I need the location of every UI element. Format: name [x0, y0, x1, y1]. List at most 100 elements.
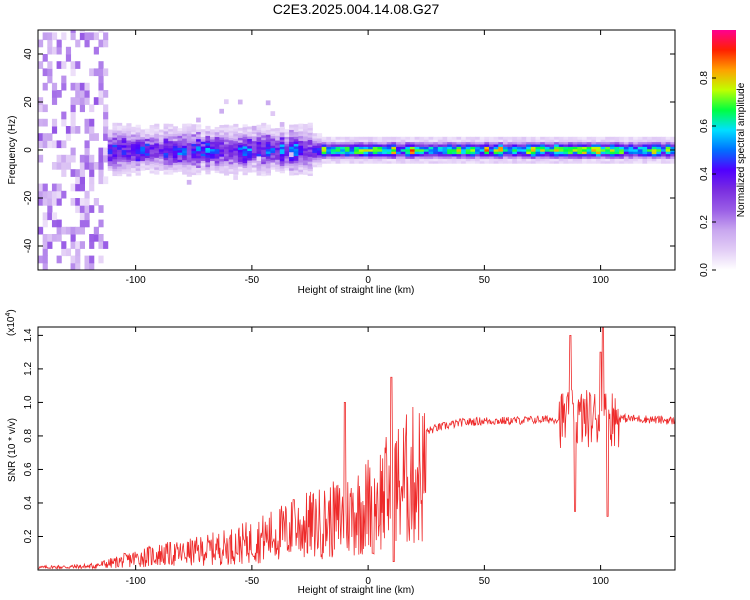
spectrogram-cell [344, 151, 351, 155]
spectrogram-cell [414, 141, 420, 145]
spectrogram-cell [117, 149, 123, 153]
spectrogram-cell [270, 152, 276, 156]
spectrogram-cell [623, 160, 630, 164]
chart-title: C2E3.2025.004.14.08.G27 [273, 1, 440, 17]
spectrogram-cell [93, 162, 99, 170]
spectrogram-cell [93, 198, 99, 206]
spectrogram-cell [38, 97, 44, 105]
spectrogram-cell [665, 156, 671, 159]
spectrogram-cell [89, 68, 95, 77]
spectrogram-cell [614, 148, 620, 152]
spectrogram-cell [335, 144, 341, 147]
spectrogram-cell [400, 156, 406, 159]
spectrogram-cell [117, 139, 123, 143]
spectrogram-cell [442, 141, 448, 145]
spectrogram-y-tick-label: -40 [23, 238, 34, 253]
spectrogram-cell [335, 156, 341, 159]
spectrogram-cell [275, 166, 281, 170]
spectrogram-cell [163, 138, 169, 141]
spectrogram-cell [502, 156, 509, 159]
spectrogram-cell [65, 126, 72, 134]
spectrogram-cell [117, 146, 123, 150]
spectrogram-cell [535, 141, 541, 145]
spectrogram-cell [475, 139, 481, 143]
spectrogram-cell [326, 144, 332, 147]
spectrogram-cell [149, 129, 155, 133]
spectrogram-cell [275, 156, 281, 160]
spectrogram-cell [489, 158, 495, 162]
spectrogram-cell [363, 148, 369, 152]
spectrogram-cell [186, 140, 192, 144]
spectrogram-cell [289, 134, 295, 138]
spectrogram-cell [651, 144, 657, 147]
snr-x-tick-label: -50 [245, 576, 260, 587]
spectrogram-cell [275, 168, 281, 172]
spectrogram-cell [665, 136, 671, 140]
spectrogram-cell [298, 142, 304, 146]
spectrogram-cell [154, 164, 160, 168]
spectrogram-cell [396, 141, 402, 145]
spectrogram-cell [38, 140, 44, 149]
spectrogram-cell [51, 198, 58, 206]
spectrogram-cell [223, 151, 230, 154]
spectrogram-cell [433, 156, 439, 159]
spectrogram-cell [289, 129, 295, 133]
spectrogram-cell [279, 127, 285, 131]
spectrogram-cell [484, 144, 490, 147]
spectrogram-cell [117, 163, 123, 167]
spectrogram-cell [284, 134, 290, 137]
spectrogram-cell [182, 157, 188, 161]
spectrogram-cell [265, 143, 271, 147]
spectrogram-cell [526, 141, 532, 145]
spectrogram-cell [135, 141, 141, 145]
spectrogram-cell [591, 141, 597, 145]
spectrogram-cell [651, 151, 657, 155]
spectrogram-cell [251, 167, 258, 170]
spectrogram-cell [121, 144, 127, 148]
spectrogram-cell [670, 139, 675, 143]
spectrogram-cell [79, 162, 85, 170]
spectrogram-cell [75, 198, 81, 206]
spectrogram-cell [423, 158, 430, 162]
spectrogram-cell [326, 160, 332, 164]
spectrogram-cell [507, 156, 513, 159]
spectrogram-cell [526, 151, 532, 155]
spectrogram-cell [423, 153, 430, 157]
spectrogram-cell [242, 167, 248, 171]
spectrogram-cell [582, 158, 588, 162]
spectrogram-cell [237, 147, 244, 150]
spectrogram-cell [256, 160, 262, 164]
spectrogram-cell [219, 132, 225, 136]
spectrogram-cell [42, 241, 48, 249]
spectrogram-cell [79, 226, 85, 235]
spectrogram-cell [609, 158, 616, 162]
spectrogram-cell [65, 162, 72, 170]
spectrogram-cell [261, 168, 267, 172]
spectrogram-cell [530, 160, 537, 164]
spectrogram-cell [619, 144, 625, 147]
spectrogram-cell [223, 146, 230, 150]
spectrogram-cell [84, 90, 90, 98]
spectrogram-cell [42, 68, 48, 77]
spectrogram-cell [261, 173, 267, 177]
spectrogram-cell [172, 155, 178, 159]
spectrogram-cell [670, 156, 675, 159]
spectrogram-cell [433, 151, 439, 155]
spectrogram-cell [205, 169, 211, 172]
spectrogram-cell [507, 153, 513, 157]
spectrogram-cell [577, 160, 583, 164]
spectrogram-cell [140, 139, 146, 142]
spectrogram-cell [158, 163, 165, 167]
spectrogram-cell [270, 140, 276, 144]
spectrogram-cell [251, 164, 258, 168]
spectrogram-cell [582, 139, 588, 143]
spectrogram-cell [117, 144, 123, 148]
spectrogram-cell [368, 141, 374, 145]
spectrogram-cell [205, 140, 211, 144]
spectrogram-cell [182, 159, 188, 163]
spectrogram-x-tick-label: 100 [592, 275, 609, 286]
spectrogram-cell [205, 137, 211, 141]
spectrogram-cell [298, 152, 304, 156]
spectrogram-cell [549, 141, 555, 145]
spectrogram-cell [154, 145, 160, 149]
